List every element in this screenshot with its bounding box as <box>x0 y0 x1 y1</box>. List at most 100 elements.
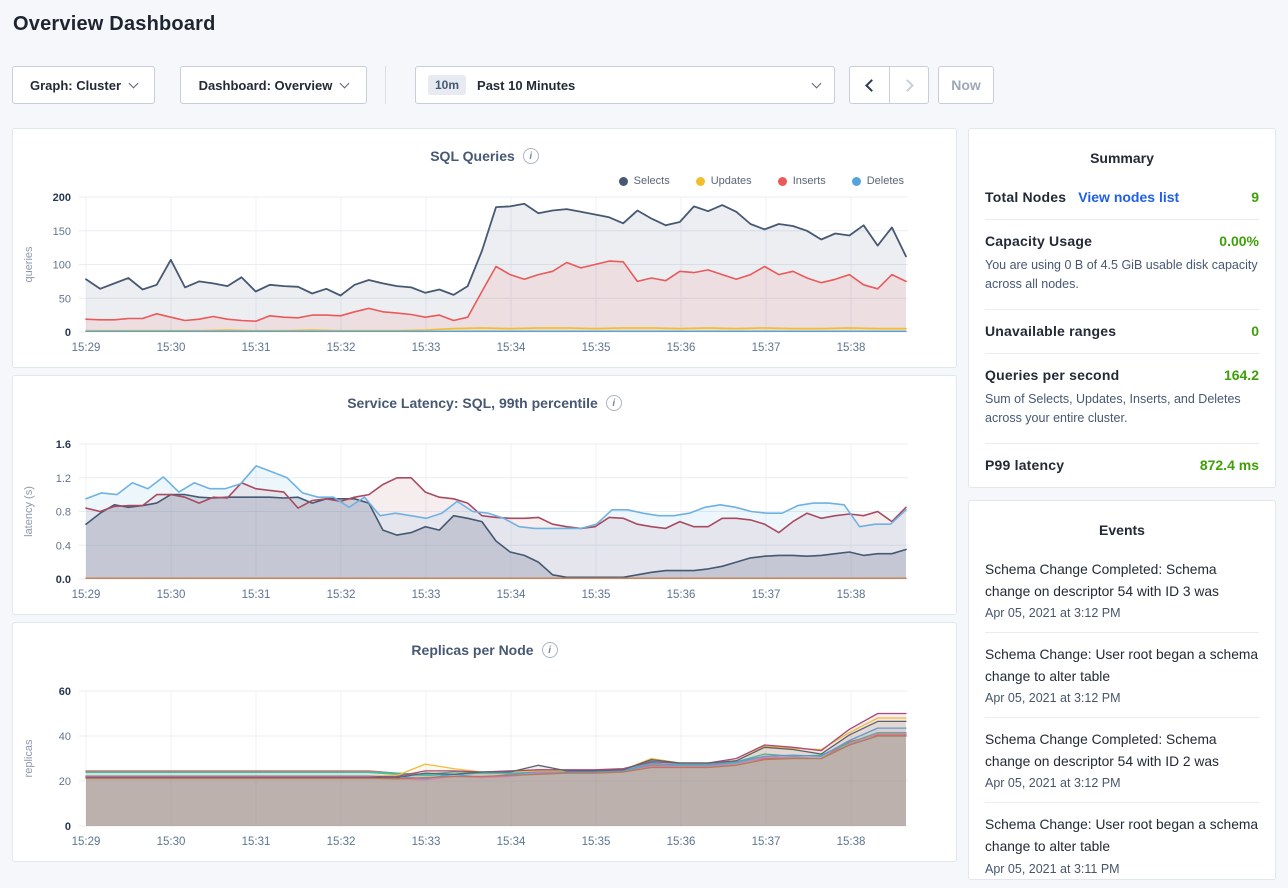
summary-row-queries-per-second: Queries per second 164.2 Sum of Selects,… <box>985 354 1259 444</box>
legend-dot-icon <box>777 176 787 186</box>
svg-text:latency (s): latency (s) <box>23 486 35 537</box>
summary-row-total-nodes: Total Nodes View nodes list 9 <box>985 176 1259 220</box>
svg-text:0.0: 0.0 <box>56 574 71 586</box>
event-item: Schema Change: User root began a schema … <box>985 633 1259 719</box>
chart-title: SQL Queries <box>430 148 515 164</box>
svg-text:15:33: 15:33 <box>412 342 441 354</box>
p99-latency-label: P99 latency <box>985 456 1065 473</box>
svg-text:15:33: 15:33 <box>412 836 441 848</box>
summary-row-unavailable-ranges: Unavailable ranges 0 <box>985 310 1259 354</box>
svg-text:150: 150 <box>53 226 71 238</box>
event-date: Apr 05, 2021 at 3:12 PM <box>985 776 1121 791</box>
legend-label: Inserts <box>792 175 826 187</box>
svg-text:200: 200 <box>53 192 71 204</box>
service-latency-chart[interactable]: 15:29 15:30 15:31 15:32 15:33 15:34 15:35 15:36… <box>13 436 956 606</box>
svg-text:1.2: 1.2 <box>56 473 71 485</box>
total-nodes-label: Total Nodes <box>985 189 1067 205</box>
graph-dropdown[interactable]: Graph: Cluster <box>12 66 155 104</box>
svg-text:15:32: 15:32 <box>327 342 356 354</box>
svg-text:15:31: 15:31 <box>242 589 271 601</box>
sql-queries-panel: SQL Queries i Selects Updates Inserts Delet… <box>12 128 957 368</box>
svg-text:15:34: 15:34 <box>497 836 526 848</box>
legend-item-updates[interactable]: Updates <box>695 175 752 187</box>
event-text: Schema Change: User root began a schema … <box>985 817 1259 855</box>
service-latency-panel: Service Latency: SQL, 99th percentile i … <box>12 375 957 615</box>
dashboard-dropdown[interactable]: Dashboard: Overview <box>180 66 367 104</box>
svg-text:15:37: 15:37 <box>752 836 781 848</box>
svg-text:15:29: 15:29 <box>72 342 101 354</box>
capacity-usage-label: Capacity Usage <box>985 233 1093 249</box>
info-icon[interactable]: i <box>541 642 558 658</box>
svg-text:15:34: 15:34 <box>497 589 526 601</box>
event-date: Apr 05, 2021 at 3:12 PM <box>985 606 1121 621</box>
svg-text:15:36: 15:36 <box>667 589 696 601</box>
svg-text:replicas: replicas <box>23 739 35 777</box>
chevron-right-icon <box>900 78 914 92</box>
svg-text:60: 60 <box>59 686 71 698</box>
legend-label: Updates <box>710 175 752 187</box>
legend-item-inserts[interactable]: Inserts <box>777 175 826 187</box>
svg-text:15:31: 15:31 <box>242 342 271 354</box>
svg-text:40: 40 <box>59 731 71 743</box>
unavailable-ranges-label: Unavailable ranges <box>985 322 1117 339</box>
time-range-picker[interactable]: 10m Past 10 Minutes <box>415 66 835 104</box>
svg-text:0: 0 <box>65 821 71 833</box>
toolbar: Graph: Cluster Dashboard: Overview 10m P… <box>12 66 994 104</box>
svg-text:15:36: 15:36 <box>667 836 696 848</box>
queries-per-second-value: 164.2 <box>1223 366 1259 383</box>
time-range-label: Past 10 Minutes <box>477 77 576 93</box>
total-nodes-value: 9 <box>1251 189 1259 205</box>
svg-text:queries: queries <box>23 246 35 283</box>
time-next-button[interactable] <box>889 66 929 104</box>
capacity-usage-value: 0.00% <box>1219 233 1259 249</box>
svg-text:15:35: 15:35 <box>582 836 611 848</box>
svg-text:15:37: 15:37 <box>752 342 781 354</box>
svg-text:15:35: 15:35 <box>582 589 611 601</box>
event-text: Schema Change Completed: Schema change o… <box>985 732 1219 770</box>
page-title: Overview Dashboard <box>13 13 216 35</box>
chevron-down-icon <box>339 78 350 88</box>
svg-text:50: 50 <box>59 293 71 305</box>
dashboard-dropdown-label: Dashboard: Overview <box>198 77 333 93</box>
svg-text:15:33: 15:33 <box>412 589 441 601</box>
time-prev-button[interactable] <box>849 66 889 104</box>
event-date: Apr 05, 2021 at 3:11 PM <box>985 861 1120 876</box>
event-text: Schema Change Completed: Schema change o… <box>985 562 1219 600</box>
summary-title: Summary <box>1090 150 1154 166</box>
svg-text:15:36: 15:36 <box>667 342 696 354</box>
events-panel: Events Schema Change Completed: Schema c… <box>968 500 1276 880</box>
svg-text:15:32: 15:32 <box>327 589 356 601</box>
svg-text:15:30: 15:30 <box>157 589 186 601</box>
svg-text:0.8: 0.8 <box>56 507 71 519</box>
legend-label: Selects <box>633 175 670 187</box>
summary-row-p99-latency: P99 latency 872.4 ms <box>985 444 1259 487</box>
svg-text:15:30: 15:30 <box>157 836 186 848</box>
svg-text:15:34: 15:34 <box>497 342 526 354</box>
svg-text:1.6: 1.6 <box>56 439 71 451</box>
replicas-per-node-chart[interactable]: 15:29 15:30 15:31 15:32 15:33 15:34 15:35 15:36… <box>13 683 956 853</box>
time-nav-group <box>849 66 929 104</box>
chart-legend: Selects Updates Inserts Deletes <box>618 175 904 187</box>
legend-dot-icon <box>851 176 861 186</box>
legend-item-selects[interactable]: Selects <box>618 175 670 187</box>
view-nodes-list-link[interactable]: View nodes list <box>1078 189 1180 205</box>
svg-text:15:29: 15:29 <box>72 836 101 848</box>
queries-per-second-label: Queries per second <box>985 366 1120 383</box>
svg-text:15:35: 15:35 <box>582 342 611 354</box>
svg-text:15:29: 15:29 <box>72 589 101 601</box>
unavailable-ranges-value: 0 <box>1251 322 1259 339</box>
chevron-down-icon <box>811 78 822 88</box>
now-button[interactable]: Now <box>938 66 994 104</box>
legend-item-deletes[interactable]: Deletes <box>851 175 904 187</box>
summary-row-capacity-usage: Capacity Usage 0.00% You are using 0 B o… <box>985 220 1259 310</box>
svg-text:15:31: 15:31 <box>242 836 271 848</box>
chevron-left-icon <box>865 78 878 92</box>
info-icon[interactable]: i <box>522 148 539 164</box>
event-item: Schema Change Completed: Schema change o… <box>985 718 1259 804</box>
charts-column: SQL Queries i Selects Updates Inserts Delet… <box>12 128 957 869</box>
sql-queries-chart[interactable]: 15:29 15:30 15:31 15:32 15:33 15:34 15:35 15:36… <box>13 189 956 359</box>
svg-text:15:38: 15:38 <box>837 836 866 848</box>
svg-text:15:37: 15:37 <box>752 589 781 601</box>
info-icon[interactable]: i <box>605 395 622 411</box>
toolbar-divider <box>385 66 386 104</box>
